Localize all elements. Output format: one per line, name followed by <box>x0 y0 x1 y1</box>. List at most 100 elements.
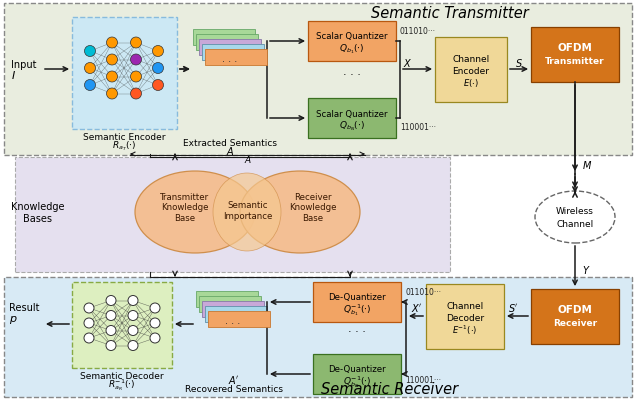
Text: $Q_{b_1}^{-1}(\cdot)$: $Q_{b_1}^{-1}(\cdot)$ <box>343 301 371 317</box>
Circle shape <box>152 63 163 74</box>
Text: $M$: $M$ <box>582 159 592 170</box>
Text: $p$: $p$ <box>9 313 17 325</box>
Text: $E^{-1}(\cdot)$: $E^{-1}(\cdot)$ <box>452 322 477 336</box>
Circle shape <box>84 303 94 313</box>
Text: $E(\cdot)$: $E(\cdot)$ <box>463 77 479 89</box>
Circle shape <box>84 80 95 91</box>
Ellipse shape <box>535 192 615 243</box>
Circle shape <box>128 296 138 306</box>
Circle shape <box>106 311 116 321</box>
Text: Scalar Quantizer: Scalar Quantizer <box>316 32 388 41</box>
FancyBboxPatch shape <box>426 284 504 349</box>
Circle shape <box>128 326 138 336</box>
Circle shape <box>128 341 138 350</box>
Circle shape <box>128 311 138 321</box>
Text: Wireless: Wireless <box>556 207 594 216</box>
Circle shape <box>106 341 116 350</box>
Ellipse shape <box>213 174 281 251</box>
Text: $Y$: $Y$ <box>582 263 591 275</box>
Circle shape <box>150 333 160 343</box>
FancyBboxPatch shape <box>531 289 619 344</box>
Text: Decoder: Decoder <box>446 314 484 323</box>
Text: Semantic Transmitter: Semantic Transmitter <box>371 6 529 20</box>
FancyBboxPatch shape <box>193 30 255 46</box>
Text: Channel: Channel <box>452 55 490 64</box>
Ellipse shape <box>240 172 360 253</box>
Text: · · ·: · · · <box>225 318 241 328</box>
Circle shape <box>106 72 118 83</box>
Circle shape <box>84 318 94 328</box>
FancyBboxPatch shape <box>208 311 270 327</box>
FancyBboxPatch shape <box>202 301 264 317</box>
Text: $Q_{b_N}(\cdot)$: $Q_{b_N}(\cdot)$ <box>339 119 365 132</box>
FancyBboxPatch shape <box>72 18 177 130</box>
FancyBboxPatch shape <box>4 4 632 156</box>
Text: $A$: $A$ <box>244 154 252 165</box>
FancyBboxPatch shape <box>435 38 507 103</box>
Circle shape <box>84 47 95 57</box>
Text: Semantic Receiver: Semantic Receiver <box>321 381 459 397</box>
FancyBboxPatch shape <box>196 35 258 51</box>
Text: Transmitter: Transmitter <box>545 57 605 66</box>
Text: Semantic Decoder: Semantic Decoder <box>80 372 164 381</box>
FancyBboxPatch shape <box>531 28 619 83</box>
Text: 011010···: 011010··· <box>405 288 441 297</box>
Text: Input: Input <box>11 60 36 70</box>
Text: Recovered Semantics: Recovered Semantics <box>185 385 283 393</box>
Text: Receiver: Receiver <box>553 319 597 328</box>
Circle shape <box>106 55 118 66</box>
Circle shape <box>131 72 141 83</box>
Text: Receiver
Knowledge
Base: Receiver Knowledge Base <box>289 192 337 222</box>
Text: Semantic Encoder: Semantic Encoder <box>83 133 165 142</box>
Text: Transmitter
Knowledge
Base: Transmitter Knowledge Base <box>161 192 209 222</box>
Circle shape <box>131 89 141 100</box>
FancyBboxPatch shape <box>4 277 632 397</box>
Text: Encoder: Encoder <box>452 67 490 76</box>
Circle shape <box>131 38 141 49</box>
Text: · · ·: · · · <box>222 57 237 67</box>
Text: OFDM: OFDM <box>557 304 593 314</box>
Ellipse shape <box>135 172 255 253</box>
Circle shape <box>106 89 118 100</box>
Text: Semantic
Importance: Semantic Importance <box>223 201 273 220</box>
Text: Channel: Channel <box>556 220 594 229</box>
Text: Scalar Quantizer: Scalar Quantizer <box>316 109 388 118</box>
FancyBboxPatch shape <box>196 291 258 307</box>
Text: $X'$: $X'$ <box>411 301 422 313</box>
Text: $S'$: $S'$ <box>508 301 519 313</box>
Text: De-Quantizer: De-Quantizer <box>328 293 386 302</box>
FancyBboxPatch shape <box>15 158 450 272</box>
Text: $Q_{b_1}(\cdot)$: $Q_{b_1}(\cdot)$ <box>339 42 365 56</box>
Text: $R_{a_R}^{-1}(\cdot)$: $R_{a_R}^{-1}(\cdot)$ <box>108 376 136 392</box>
Text: OFDM: OFDM <box>557 43 593 53</box>
Text: $A'$: $A'$ <box>228 373 240 385</box>
Text: De-Quantizer: De-Quantizer <box>328 365 386 374</box>
Text: $R_{a_T}(\cdot)$: $R_{a_T}(\cdot)$ <box>112 139 136 152</box>
Circle shape <box>106 326 116 336</box>
FancyBboxPatch shape <box>202 45 264 61</box>
FancyBboxPatch shape <box>308 99 396 139</box>
FancyBboxPatch shape <box>205 306 267 322</box>
Text: $I$: $I$ <box>11 69 16 81</box>
Text: 011010···: 011010··· <box>400 27 436 36</box>
FancyBboxPatch shape <box>313 282 401 322</box>
Circle shape <box>131 55 141 66</box>
Circle shape <box>152 80 163 91</box>
Circle shape <box>106 38 118 49</box>
FancyBboxPatch shape <box>313 354 401 394</box>
Text: · · ·: · · · <box>348 326 366 336</box>
Text: $Q_{b_N}^{-1}(\cdot)$: $Q_{b_N}^{-1}(\cdot)$ <box>343 373 371 389</box>
Text: $S$: $S$ <box>515 57 523 69</box>
Circle shape <box>150 303 160 313</box>
FancyBboxPatch shape <box>72 282 172 368</box>
Circle shape <box>152 47 163 57</box>
Text: · · ·: · · · <box>343 70 361 80</box>
Text: 110001···: 110001··· <box>405 376 441 385</box>
Text: Knowledge
Bases: Knowledge Bases <box>12 202 65 223</box>
FancyBboxPatch shape <box>205 50 267 66</box>
Text: 110001···: 110001··· <box>400 122 436 131</box>
FancyBboxPatch shape <box>199 40 261 56</box>
Text: Channel: Channel <box>446 302 484 311</box>
Text: $A$: $A$ <box>226 145 234 157</box>
FancyBboxPatch shape <box>199 296 261 312</box>
